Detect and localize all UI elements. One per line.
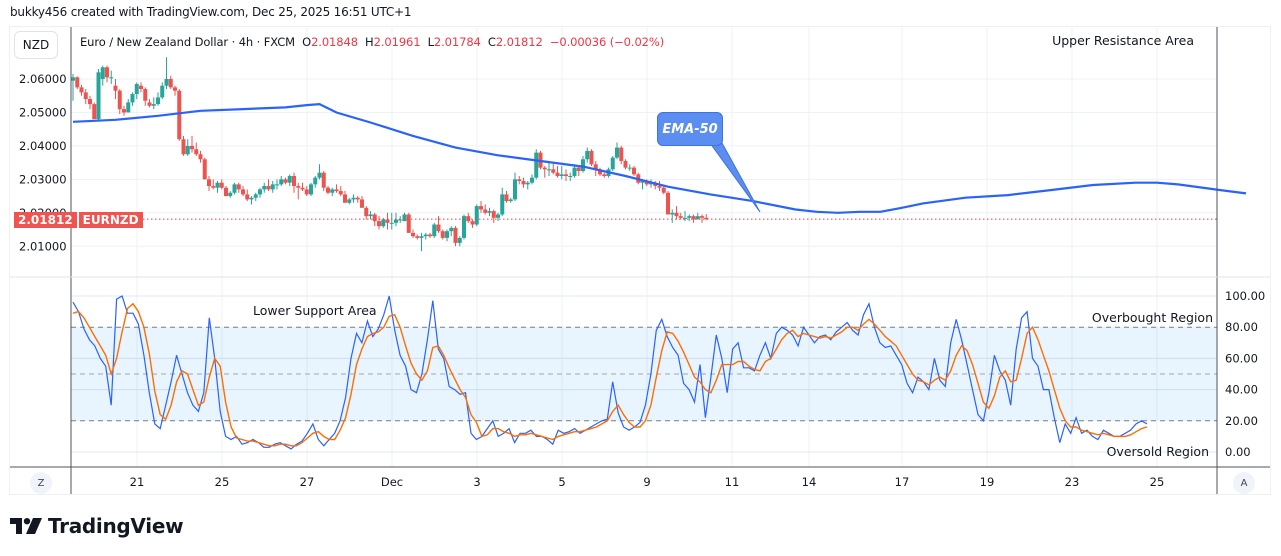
legend-close: 2.01812 <box>495 35 543 49</box>
candlestick-series[interactable] <box>71 57 709 252</box>
stochastic-d-line[interactable] <box>72 302 1148 447</box>
stochastic-tick-label: 80.00 <box>1225 320 1258 334</box>
stochastic-tick-label: 100.00 <box>1225 289 1265 303</box>
ema-50-callout: EMA-50 <box>657 112 723 146</box>
date-tick-label: 23 <box>1065 475 1080 489</box>
date-tick-label: 14 <box>802 475 817 489</box>
chart-credit: bukky456 created with TradingView.com, D… <box>10 5 412 19</box>
stochastic-k-line[interactable] <box>72 295 1148 450</box>
stochastic-levels <box>71 326 1217 422</box>
last-price-symbol: EURNZD <box>78 212 143 228</box>
legend-close-label: C <box>487 35 496 49</box>
price-axis[interactable]: 2.060002.050002.040002.030002.020002.010… <box>19 72 67 253</box>
legend-open: 2.01848 <box>311 35 358 49</box>
series-legend: Euro / New Zealand Dollar · 4h · FXCM O2… <box>80 35 664 49</box>
tradingview-logo-icon <box>10 518 42 534</box>
stochastic-tick-label: 0.00 <box>1225 445 1251 459</box>
oversold-label: Oversold Region <box>1107 444 1209 459</box>
legend-open-label: O <box>302 35 312 49</box>
date-tick-label: 11 <box>725 475 740 489</box>
ema-50-line[interactable] <box>72 102 1247 214</box>
stochastic-tick-label: 60.00 <box>1225 351 1258 365</box>
date-tick-label: 17 <box>895 475 910 489</box>
date-tick-label: 25 <box>215 475 230 489</box>
price-tick-label: 2.04000 <box>19 139 67 153</box>
symbol-search-button[interactable]: NZD <box>14 31 58 59</box>
legend-high: 2.01961 <box>373 35 421 49</box>
ema-callout-pointer <box>709 142 761 213</box>
legend-change: −0.00036 (−0.02%) <box>549 35 665 49</box>
stochastic-axis[interactable]: 100.00 80.00 60.00 40.00 20.00 0.00 <box>1225 289 1265 459</box>
date-tick-label: Dec <box>381 475 403 489</box>
price-tick-label: 2.01000 <box>19 239 67 253</box>
time-axis[interactable]: 21 25 27 Dec 3 5 9 11 14 17 19 23 25 <box>130 475 1165 489</box>
grid-lines <box>71 27 1217 467</box>
brand-name: TradingView <box>48 514 184 538</box>
lower-support-label: Lower Support Area <box>253 303 377 318</box>
auto-scale-button[interactable]: A <box>1233 472 1255 494</box>
chart-frame <box>9 26 1271 495</box>
price-tick-label: 2.06000 <box>19 72 67 86</box>
zoom-reset-button[interactable]: Z <box>30 472 52 494</box>
stochastic-tick-label: 40.00 <box>1225 383 1258 397</box>
date-tick-label: 5 <box>558 475 565 489</box>
overbought-label: Overbought Region <box>1092 310 1213 325</box>
date-tick-label: 19 <box>980 475 995 489</box>
date-tick-label: 3 <box>473 475 480 489</box>
last-price-tag: 2.01812 EURNZD <box>14 212 143 228</box>
date-tick-label: 9 <box>643 475 650 489</box>
upper-resistance-label: Upper Resistance Area <box>1052 33 1194 48</box>
tradingview-logo: TradingView <box>10 514 184 538</box>
stochastic-tick-label: 20.00 <box>1225 414 1258 428</box>
date-tick-label: 21 <box>130 475 145 489</box>
last-price-value: 2.01812 <box>14 212 77 228</box>
legend-high-label: H <box>365 35 374 49</box>
legend-low-label: L <box>427 35 434 49</box>
date-tick-label: 27 <box>300 475 315 489</box>
price-tick-label: 2.05000 <box>19 105 67 119</box>
legend-low: 2.01784 <box>433 35 481 49</box>
legend-title: Euro / New Zealand Dollar · 4h · FXCM <box>80 35 295 49</box>
date-tick-label: 25 <box>1150 475 1165 489</box>
price-tick-label: 2.03000 <box>19 172 67 186</box>
